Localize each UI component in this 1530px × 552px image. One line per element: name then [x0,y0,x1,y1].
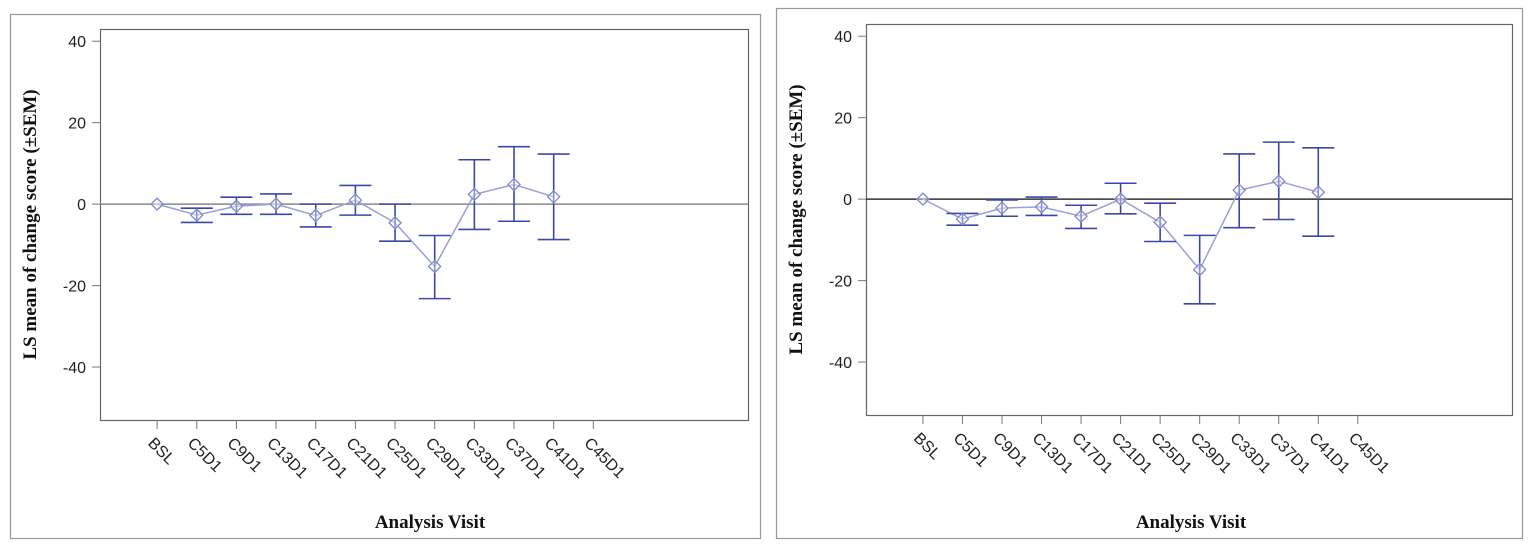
data-point-diamond [308,208,323,223]
data-point-diamond [269,197,283,212]
error-bar [339,184,372,216]
data-point-diamond [546,189,561,204]
x-tick-label: C13D1 [263,435,310,482]
data-point-diamond [1311,185,1326,200]
x-tick-label: C29D1 [422,435,469,482]
x-tick-label: C9D1 [224,435,265,476]
x-tick-label: C33D1 [1226,430,1273,477]
y-tick-label: 40 [68,34,86,51]
x-axis-label: Analysis Visit [1136,512,1247,533]
x-tick-label: C45D1 [581,435,628,482]
data-point-diamond [1232,183,1247,198]
chart-panel-1: 40 20 0 -20 -40 BSL C5D1C9D1C13D1C17D1C21D1C25… [9,13,762,540]
y-tick-label: 40 [834,29,852,46]
error-bar [418,234,451,300]
error-bar [1183,234,1216,305]
error-bar [299,203,332,228]
error-bar [379,203,412,242]
y-tick-label: 20 [68,116,86,133]
x-tick-label: BSL [910,430,943,463]
data-point-diamond [1192,262,1207,277]
error-bar [1144,202,1177,243]
x-tick-label: C37D1 [1266,430,1313,477]
x-tick-label: C21D1 [343,435,390,482]
y-tick-label: 0 [77,197,86,214]
y-tick-label: -20 [63,279,86,296]
error-bar [537,153,570,241]
chart-panel-2: 40 20 0 -20 -40 BSL C5D1C9D1C13D1C17D1C21D1C25… [775,7,1524,540]
x-tick-label: C17D1 [303,435,350,482]
error-bar [1262,141,1295,221]
error-bar [1223,153,1256,229]
x-tick-label: C41D1 [1305,430,1352,477]
panel-frame [9,13,762,540]
error-bar [1065,204,1098,230]
data-point-diamond [1271,174,1286,189]
x-tick-label: C9D1 [989,430,1030,471]
data-point-diamond [189,208,204,223]
error-bar [1302,147,1335,237]
plot-area [99,28,750,422]
error-bar [498,145,531,223]
panel-frame [775,7,1524,540]
data-point-diamond [1153,215,1168,230]
data-point-diamond [1113,192,1128,207]
y-tick-label: 20 [834,111,852,128]
error-bar [458,158,491,231]
y-tick-label: 0 [843,192,852,209]
data-point-diamond [467,187,482,202]
data-point-diamond [916,192,930,207]
y-axis-label: LS mean of change score (±SEM) [786,84,807,354]
x-tick-label: C45D1 [1345,430,1392,477]
x-tick-label: C17D1 [1068,430,1115,477]
x-tick-label: C5D1 [184,435,225,476]
x-tick-label: C37D1 [501,435,548,482]
data-point-diamond [348,193,363,207]
y-tick-label: -20 [829,274,852,291]
data-point-diamond [388,215,402,230]
x-tick-label: C41D1 [541,435,588,482]
x-tick-label: BSL [144,435,177,468]
x-tick-label: C25D1 [1147,430,1194,477]
error-bar [1104,182,1137,215]
data-point-diamond [1034,199,1049,214]
data-point-diamond [995,201,1009,216]
data-point-diamond [150,197,165,212]
x-tick-label: C21D1 [1108,430,1155,477]
y-tick-label: -40 [63,360,86,377]
x-tick-label: C29D1 [1187,430,1234,477]
data-point-diamond [955,212,970,227]
data-point-diamond [229,199,244,214]
error-bar [180,207,213,224]
x-tick-label: C25D1 [382,435,429,482]
data-point-diamond [427,259,442,274]
x-tick-label: C5D1 [950,430,991,471]
x-axis-label: Analysis Visit [375,512,486,533]
plot-area [865,23,1514,417]
y-axis-label: LS mean of change score (±SEM) [20,89,41,359]
data-point-diamond [1074,209,1088,224]
data-point-diamond [507,177,521,192]
x-tick-label: C13D1 [1029,430,1076,477]
y-tick-label: -40 [829,355,852,372]
x-tick-label: C33D1 [462,435,509,482]
